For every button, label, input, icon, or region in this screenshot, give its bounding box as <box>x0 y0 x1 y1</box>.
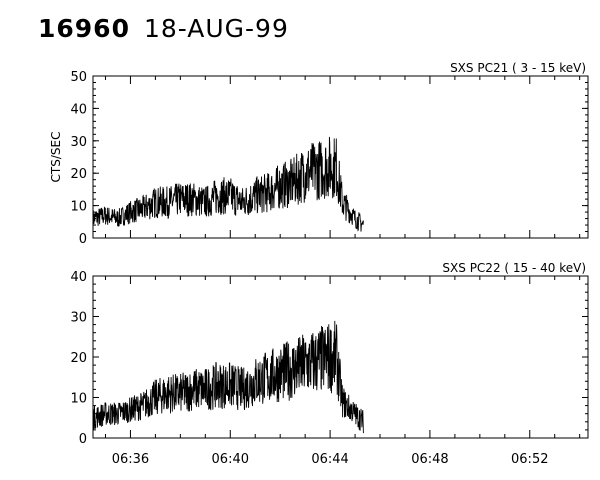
y-axis-label: CTS/SEC <box>49 132 63 183</box>
series-line <box>92 320 364 434</box>
y-tick-label: 30 <box>70 135 87 150</box>
observation-date: 18-AUG-99 <box>143 14 289 43</box>
y-tick-label: 30 <box>70 311 87 326</box>
x-tick-label: 06:52 <box>511 452 548 467</box>
panel-title: SXS PC22 ( 15 - 40 keV) <box>442 261 586 275</box>
x-tick-label: 06:48 <box>411 452 448 467</box>
series-line <box>92 136 364 232</box>
y-tick-label: 0 <box>79 232 87 247</box>
y-tick-label: 50 <box>70 70 87 85</box>
observation-id: 16960 <box>38 14 130 43</box>
plot-header: 16960 18-AUG-99 <box>38 14 289 43</box>
plot-frame <box>92 75 589 239</box>
panel-title: SXS PC21 ( 3 - 15 keV) <box>450 61 586 75</box>
x-tick-label: 06:44 <box>311 452 348 467</box>
plot-frame <box>92 275 589 439</box>
y-tick-label: 20 <box>70 351 87 366</box>
y-tick-label: 0 <box>79 432 87 447</box>
x-tick-label: 06:40 <box>212 452 249 467</box>
y-tick-label: 10 <box>70 392 87 407</box>
y-tick-label: 20 <box>70 167 87 182</box>
y-tick-label: 40 <box>70 270 87 285</box>
x-tick-label: 06:36 <box>112 452 149 467</box>
y-tick-label: 10 <box>70 200 87 215</box>
y-tick-label: 40 <box>70 102 87 117</box>
